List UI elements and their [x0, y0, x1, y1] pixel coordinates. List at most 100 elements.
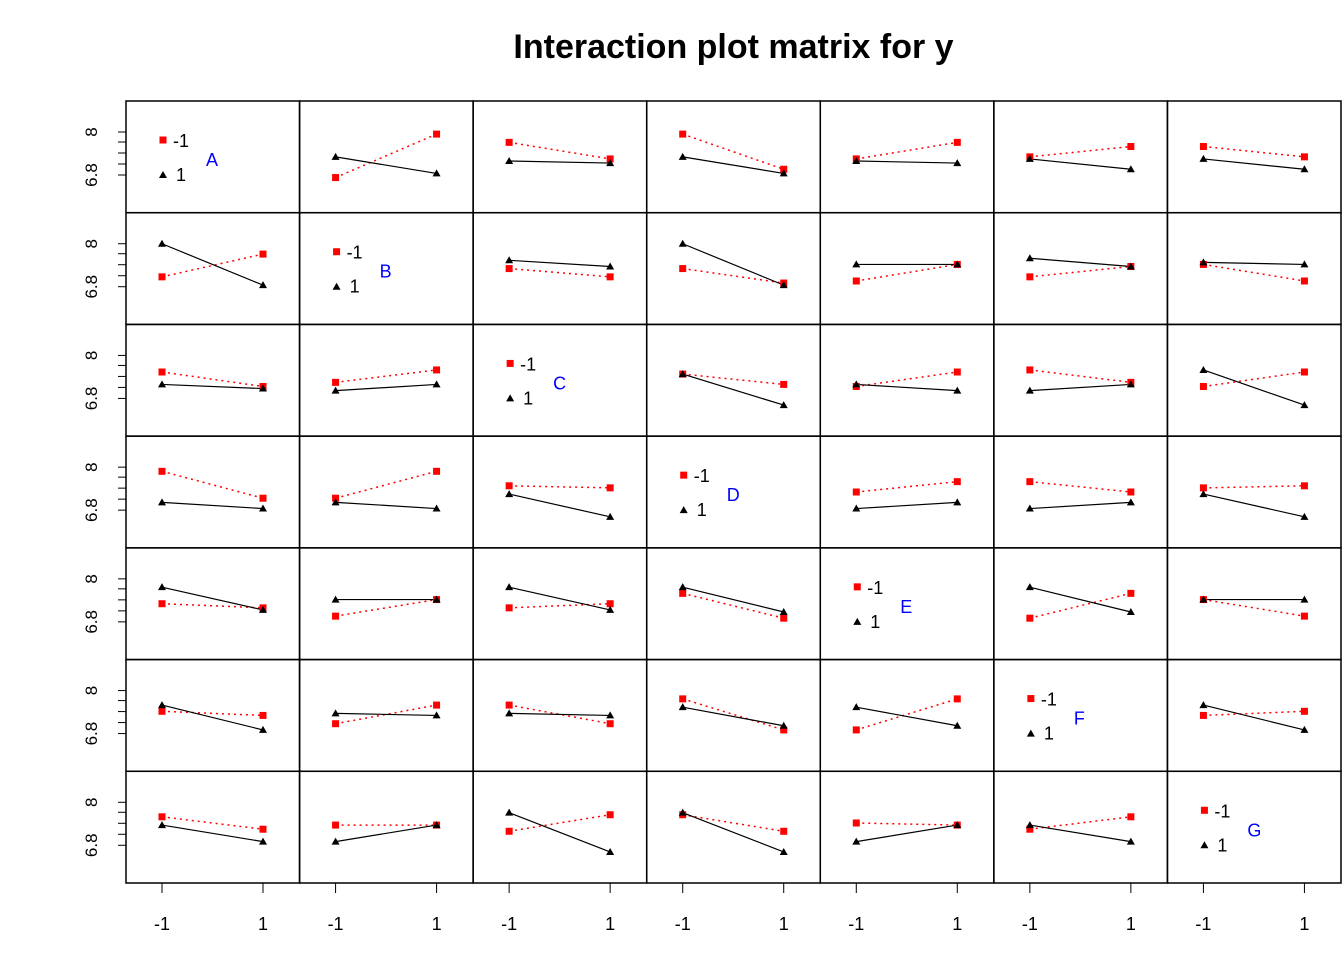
panel-frame	[125, 435, 301, 549]
point-plus	[606, 711, 615, 719]
point-plus	[331, 709, 340, 717]
panel-frame	[993, 547, 1169, 661]
legend-triangle-marker	[1026, 729, 1035, 737]
point-minus	[679, 265, 687, 273]
point-plus	[678, 239, 687, 247]
series-line-plus	[1203, 261, 1305, 266]
series-line-plus	[509, 712, 611, 717]
series-line-minus	[161, 253, 264, 278]
point-minus	[1026, 366, 1034, 374]
point-minus	[1300, 482, 1308, 490]
series-line-plus	[1029, 383, 1131, 392]
x-tick-label: -1	[154, 914, 170, 934]
series-line-plus	[682, 156, 784, 174]
series-line-minus	[1203, 263, 1305, 282]
point-minus	[679, 130, 687, 138]
point-minus	[259, 711, 267, 719]
series-line-plus	[161, 824, 264, 843]
point-plus	[1025, 504, 1034, 512]
point-minus	[505, 138, 513, 146]
point-minus	[606, 484, 614, 492]
y-tick-label: 8	[82, 127, 101, 136]
point-minus	[158, 368, 166, 376]
legend-triangle-marker	[1200, 841, 1209, 849]
series-line-minus	[1203, 710, 1305, 717]
legend-triangle-marker	[332, 282, 341, 290]
series-line-plus	[856, 160, 958, 164]
legend-label-plus: 1	[697, 500, 707, 520]
point-plus	[158, 583, 166, 591]
point-plus	[1126, 380, 1135, 388]
panel-frame	[1166, 770, 1342, 884]
panel-frame	[125, 658, 301, 773]
point-minus	[1026, 825, 1034, 833]
series-line-plus	[335, 712, 437, 717]
point-plus	[331, 386, 340, 394]
point-plus	[852, 703, 861, 711]
point-plus	[1199, 154, 1208, 162]
legend-square-marker	[506, 359, 514, 367]
panel-frame	[645, 323, 822, 437]
series-line-minus	[509, 485, 611, 489]
y-tick-label: 6.8	[82, 610, 101, 634]
panel-frame	[819, 658, 995, 773]
factor-label: G	[1247, 820, 1261, 840]
panel-frame	[819, 435, 995, 549]
x-tick-label: -1	[1195, 914, 1211, 934]
series-line-plus	[161, 586, 264, 611]
point-minus	[259, 250, 267, 258]
legend-label-minus: -1	[694, 466, 710, 486]
point-minus	[852, 726, 860, 734]
series-line-minus	[682, 133, 784, 170]
point-plus	[1025, 386, 1034, 394]
point-minus	[505, 265, 513, 273]
point-plus	[852, 380, 861, 388]
point-plus	[505, 709, 514, 717]
point-minus	[953, 695, 961, 703]
point-minus	[1199, 382, 1207, 390]
point-minus	[332, 821, 340, 829]
point-plus	[1199, 490, 1208, 498]
point-plus	[852, 156, 861, 164]
point-plus	[779, 847, 788, 855]
x-tick-label: -1	[328, 914, 344, 934]
factor-label: E	[900, 597, 912, 617]
point-plus	[779, 401, 788, 409]
point-minus	[606, 155, 614, 163]
x-tick-label: -1	[675, 914, 691, 934]
point-plus	[1199, 701, 1208, 709]
point-minus	[433, 130, 441, 138]
series-line-plus	[1029, 257, 1131, 268]
point-plus	[852, 260, 861, 268]
point-plus	[505, 808, 514, 816]
series-line-plus	[682, 243, 784, 286]
point-plus	[259, 384, 267, 392]
panel-frame	[298, 770, 474, 884]
y-tick-label: 8	[82, 574, 101, 583]
point-plus	[331, 595, 340, 603]
series-line-minus	[335, 369, 437, 384]
point-minus	[780, 614, 788, 622]
point-minus	[1026, 478, 1034, 486]
point-minus	[1026, 614, 1034, 622]
panel-frame	[993, 211, 1169, 326]
series-line-plus	[682, 706, 784, 727]
point-plus	[1300, 512, 1309, 520]
panel-frame	[993, 770, 1169, 884]
point-minus	[505, 701, 513, 709]
panel-frame	[472, 770, 648, 884]
series-line-plus	[161, 383, 264, 390]
point-plus	[432, 711, 441, 719]
legend-square-marker	[333, 248, 341, 256]
series-line-minus	[335, 598, 437, 617]
panel-frame	[298, 435, 474, 549]
panel-frame	[1166, 547, 1342, 661]
y-tick-label: 8	[82, 239, 101, 248]
series-line-plus	[856, 824, 958, 843]
point-plus	[1126, 607, 1135, 615]
panel-frame	[298, 323, 474, 437]
point-minus	[1127, 589, 1135, 597]
series-line-minus	[1203, 371, 1305, 388]
series-line-minus	[335, 133, 437, 179]
series-line-minus	[682, 592, 784, 619]
